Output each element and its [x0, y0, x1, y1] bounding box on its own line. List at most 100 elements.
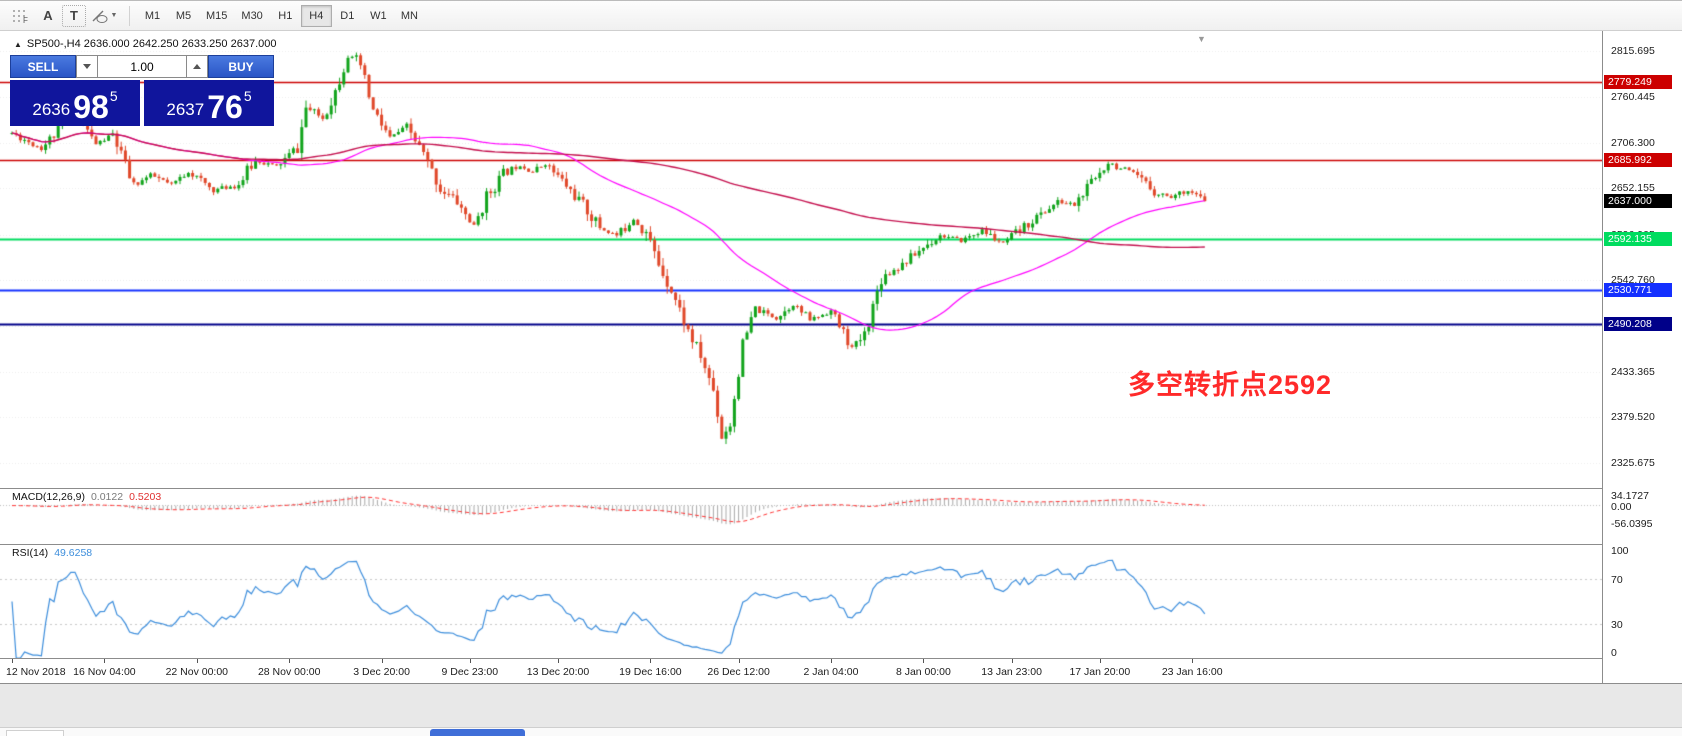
time-axis-tick: [104, 659, 105, 663]
time-axis-tick: [831, 659, 832, 663]
timeframe-m15[interactable]: M15: [199, 5, 234, 27]
time-axis-label: 2 Jan 04:00: [803, 666, 859, 678]
rsi-axis-tick: 30: [1611, 619, 1623, 632]
time-axis[interactable]: 12 Nov 2018 16 Nov 04:00 22 Nov 00:00 28 No…: [0, 659, 1602, 683]
macd-label: MACD(12,26,9) 0.0122 0.5203: [12, 491, 161, 503]
buy-button[interactable]: BUY: [208, 55, 274, 78]
timeframe-w1[interactable]: W1: [363, 5, 394, 27]
rsi-name: RSI(14): [12, 547, 49, 559]
grid-dots-glyph: F: [13, 9, 28, 24]
time-axis-tick: [470, 659, 471, 663]
time-axis-tick: [1192, 659, 1193, 663]
buy-price-display[interactable]: 2637 76 5: [144, 80, 274, 126]
time-axis-label: 12 Nov 2018: [6, 666, 66, 678]
price-line-badge: 2685.992: [1604, 152, 1672, 167]
panel-divider[interactable]: [0, 544, 1682, 545]
macd-name: MACD(12,26,9): [12, 491, 85, 503]
time-axis-tick: [558, 659, 559, 663]
chart-shift-marker-icon[interactable]: ▼: [1197, 34, 1206, 44]
text-label-icon[interactable]: T: [62, 4, 86, 27]
timeframe-h1[interactable]: H1: [270, 5, 301, 27]
panel-divider[interactable]: [0, 488, 1682, 489]
time-axis-tick: [739, 659, 740, 663]
chart-title-text: SP500-,H4 2636.000 2642.250 2633.250 263…: [26, 38, 277, 50]
taskbar-left-fragment: [6, 730, 64, 736]
draw-shapes-icon[interactable]: ▼: [86, 3, 122, 29]
rsi-axis-tick: 100: [1611, 545, 1629, 557]
sell-price-sup: 5: [109, 88, 118, 104]
sell-price-big: 98: [73, 88, 109, 125]
macd-axis-tick: 34.1727: [1611, 490, 1649, 502]
price-axis-tick: 2815.695: [1611, 45, 1655, 57]
current-price-badge: 2637.000: [1604, 194, 1672, 209]
time-axis-label: 19 Dec 16:00: [619, 666, 682, 678]
pointer-grid-icon[interactable]: F: [6, 3, 34, 29]
rsi-label: RSI(14) 49.6258: [12, 547, 92, 559]
trade-controls-row: SELL BUY: [10, 55, 274, 78]
main-toolbar: F A T ▼ M1 M5 M15 M30 H1 H4 D1 W1 MN: [0, 1, 1682, 31]
trade-prices-row: 2636 98 5 2637 76 5: [10, 80, 274, 126]
lot-size-input[interactable]: [98, 55, 186, 78]
lot-increase-button[interactable]: [186, 55, 208, 78]
sell-price-base: 2636: [32, 100, 71, 119]
price-axis-tick: 2706.300: [1611, 136, 1655, 149]
price-axis-tick: 2652.155: [1611, 182, 1655, 195]
timeframe-m1[interactable]: M1: [137, 5, 168, 27]
timeframe-m5[interactable]: M5: [168, 5, 199, 27]
time-axis-tick: [289, 659, 290, 663]
macd-axis-tick: 0.00: [1611, 500, 1632, 513]
time-axis-tick: [382, 659, 383, 663]
timeframe-mn[interactable]: MN: [394, 5, 425, 27]
time-axis-label: 13 Jan 23:00: [981, 666, 1042, 678]
one-click-panel-toggle-icon[interactable]: ▲: [14, 39, 22, 49]
taskbar-strip: [0, 727, 1682, 736]
timeframe-m30[interactable]: M30: [234, 5, 269, 27]
price-axis-tick: 2379.520: [1611, 411, 1655, 424]
rsi-axis-tick: 0: [1611, 647, 1617, 659]
svg-text:F: F: [23, 16, 28, 24]
buy-price-big: 76: [207, 88, 243, 125]
rsi-indicator-canvas[interactable]: [0, 545, 1602, 658]
macd-value-2: 0.5203: [129, 491, 162, 503]
time-axis-tick: [923, 659, 924, 663]
window-bottom-edge: [0, 683, 1682, 684]
time-axis-label: 8 Jan 00:00: [895, 666, 951, 678]
time-axis-tick: [197, 659, 198, 663]
time-axis-label: 3 Dec 20:00: [353, 666, 410, 678]
chevron-down-icon: ▼: [110, 12, 118, 19]
price-axis[interactable]: 2815.6952760.4452706.3002652.1552596.905…: [1602, 31, 1682, 683]
caret-down-icon: [83, 64, 91, 69]
time-axis-label: 9 Dec 23:00: [441, 666, 499, 678]
sell-price-display[interactable]: 2636 98 5: [10, 80, 140, 126]
price-line-badge: 2490.208: [1604, 317, 1672, 332]
window-gap: [0, 684, 1682, 727]
rsi-value: 49.6258: [54, 547, 93, 559]
timeframe-h4[interactable]: H4: [300, 4, 332, 27]
time-axis-tick: [650, 659, 651, 663]
shapes-glyph: [92, 10, 108, 23]
time-axis-label: 28 Nov 00:00: [257, 666, 321, 678]
macd-axis-tick: -56.0395: [1611, 517, 1653, 530]
buy-price-base: 2637: [166, 100, 205, 119]
toolbar-separator: [129, 5, 130, 26]
price-axis-tick: 2325.675: [1611, 456, 1655, 469]
macd-indicator-canvas[interactable]: [0, 489, 1602, 544]
time-axis-tick: [1100, 659, 1101, 663]
lot-decrease-button[interactable]: [76, 55, 98, 78]
timeframe-d1[interactable]: D1: [332, 5, 363, 27]
time-axis-tick: [12, 659, 13, 663]
panel-divider[interactable]: [0, 658, 1682, 659]
taskbar-active-app[interactable]: [430, 729, 525, 736]
time-axis-label: 23 Jan 16:00: [1161, 666, 1223, 678]
time-axis-tick: [1012, 659, 1013, 663]
price-line-badge: 2592.135: [1604, 231, 1672, 246]
caret-up-icon: [193, 64, 201, 69]
time-axis-label: 22 Nov 00:00: [165, 666, 229, 678]
time-axis-label: 26 Dec 12:00: [707, 666, 770, 678]
price-line-badge: 2530.771: [1604, 283, 1672, 298]
price-axis-tick: 2760.445: [1611, 91, 1655, 104]
time-axis-label: 17 Jan 20:00: [1069, 666, 1131, 678]
sell-button[interactable]: SELL: [10, 55, 76, 78]
insert-text-icon[interactable]: A: [43, 8, 53, 23]
